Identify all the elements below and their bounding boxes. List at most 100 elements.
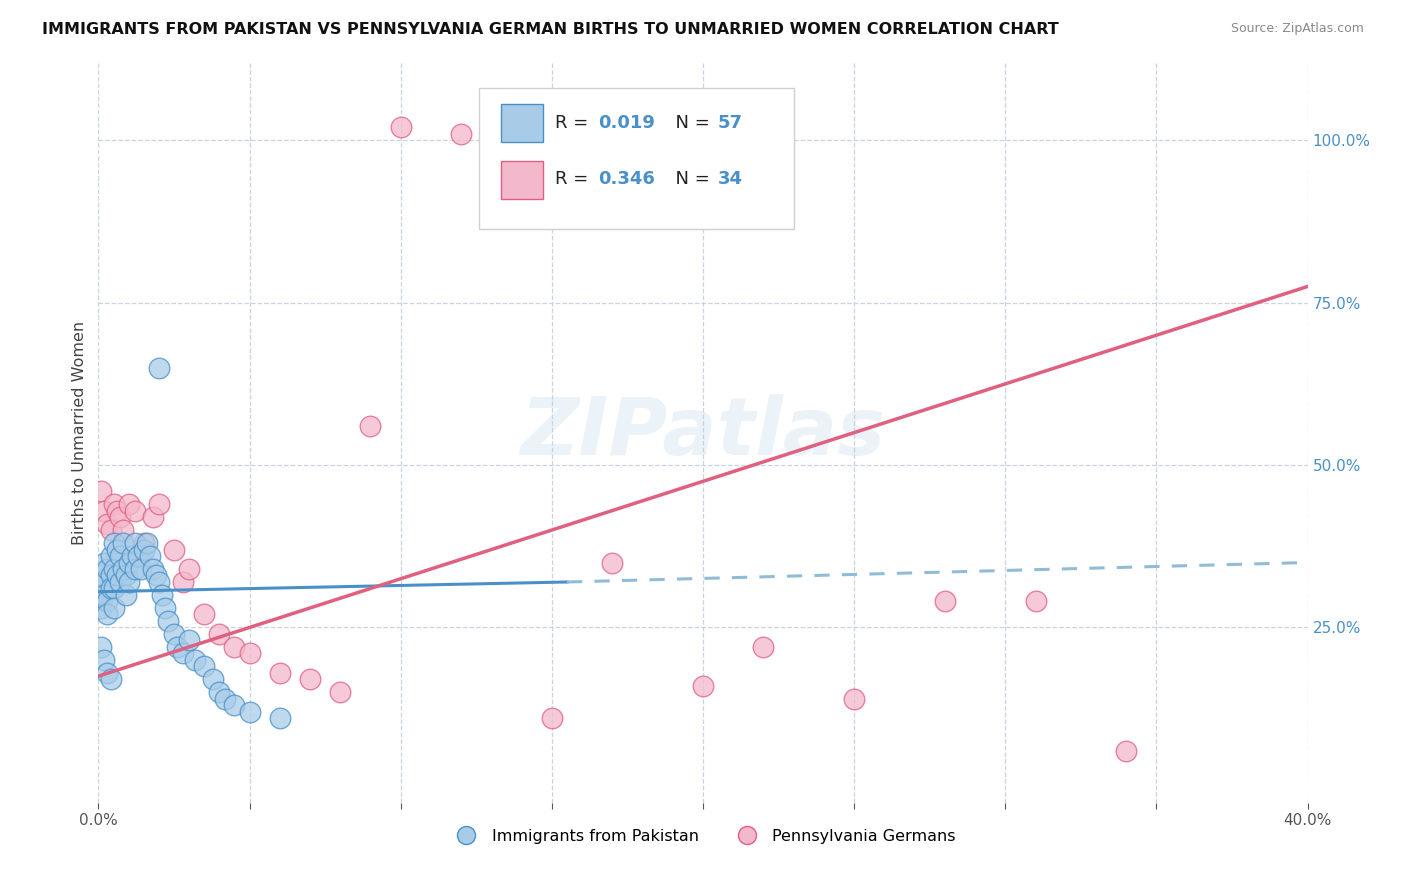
Point — [193, 607, 215, 622]
Bar — [501, 161, 543, 200]
Point — [163, 627, 186, 641]
Point — [1115, 744, 1137, 758]
Point — [129, 562, 152, 576]
Text: 0.346: 0.346 — [598, 170, 655, 188]
Point — [127, 549, 149, 563]
Point — [1024, 594, 1046, 608]
Point — [96, 562, 118, 576]
Text: Source: ZipAtlas.com: Source: ZipAtlas.com — [1230, 22, 1364, 36]
Point — [93, 503, 115, 517]
Point — [90, 588, 112, 602]
Point — [105, 542, 128, 557]
Point — [105, 568, 128, 582]
Legend: Immigrants from Pakistan, Pennsylvania Germans: Immigrants from Pakistan, Pennsylvania G… — [444, 822, 962, 850]
Text: R =: R = — [555, 114, 595, 132]
Point — [108, 574, 131, 589]
Point — [100, 523, 122, 537]
Point — [166, 640, 188, 654]
Point — [208, 627, 231, 641]
Point — [692, 679, 714, 693]
Point — [148, 574, 170, 589]
Point — [111, 536, 134, 550]
Point — [239, 647, 262, 661]
Point — [142, 510, 165, 524]
Point — [148, 360, 170, 375]
Point — [156, 614, 179, 628]
Point — [118, 497, 141, 511]
Point — [132, 542, 155, 557]
Point — [148, 497, 170, 511]
Point — [93, 653, 115, 667]
Point — [602, 556, 624, 570]
Point — [163, 542, 186, 557]
Bar — [501, 103, 543, 143]
Point — [93, 556, 115, 570]
Point — [103, 582, 125, 596]
Point — [100, 673, 122, 687]
Point — [111, 523, 134, 537]
Point — [121, 549, 143, 563]
Point — [96, 516, 118, 531]
Point — [172, 574, 194, 589]
Point — [93, 588, 115, 602]
Point — [108, 510, 131, 524]
Point — [114, 588, 136, 602]
Text: N =: N = — [664, 114, 716, 132]
Point — [118, 574, 141, 589]
Point — [153, 601, 176, 615]
Point — [108, 549, 131, 563]
Point — [90, 484, 112, 499]
Point — [105, 503, 128, 517]
Point — [224, 640, 246, 654]
Point — [124, 536, 146, 550]
Point — [202, 673, 225, 687]
Point — [172, 647, 194, 661]
Point — [93, 574, 115, 589]
Point — [114, 568, 136, 582]
Point — [193, 659, 215, 673]
Point — [214, 692, 236, 706]
Text: 0.019: 0.019 — [598, 114, 655, 132]
Point — [239, 705, 262, 719]
Point — [96, 665, 118, 680]
Point — [269, 665, 291, 680]
Point — [179, 633, 201, 648]
Point — [100, 582, 122, 596]
Point — [103, 536, 125, 550]
Text: 34: 34 — [717, 170, 742, 188]
Text: IMMIGRANTS FROM PAKISTAN VS PENNSYLVANIA GERMAN BIRTHS TO UNMARRIED WOMEN CORREL: IMMIGRANTS FROM PAKISTAN VS PENNSYLVANIA… — [42, 22, 1059, 37]
Point — [540, 711, 562, 725]
Point — [142, 562, 165, 576]
Point — [752, 640, 775, 654]
Point — [299, 673, 322, 687]
Point — [96, 607, 118, 622]
Point — [90, 601, 112, 615]
Point — [124, 503, 146, 517]
Point — [179, 562, 201, 576]
Text: ZIPatlas: ZIPatlas — [520, 393, 886, 472]
Y-axis label: Births to Unmarried Women: Births to Unmarried Women — [72, 320, 87, 545]
Point — [269, 711, 291, 725]
Point — [132, 536, 155, 550]
Point — [208, 685, 231, 699]
Point — [118, 556, 141, 570]
Text: 57: 57 — [717, 114, 742, 132]
Point — [135, 536, 157, 550]
Point — [124, 562, 146, 576]
Point — [139, 549, 162, 563]
Point — [450, 127, 472, 141]
Point — [329, 685, 352, 699]
Text: R =: R = — [555, 170, 595, 188]
FancyBboxPatch shape — [479, 88, 793, 229]
Point — [150, 588, 173, 602]
Point — [224, 698, 246, 713]
Point — [934, 594, 956, 608]
Text: N =: N = — [664, 170, 716, 188]
Point — [111, 562, 134, 576]
Point — [100, 568, 122, 582]
Point — [103, 497, 125, 511]
Point — [389, 120, 412, 135]
Point — [90, 568, 112, 582]
Point — [103, 601, 125, 615]
Point — [100, 549, 122, 563]
